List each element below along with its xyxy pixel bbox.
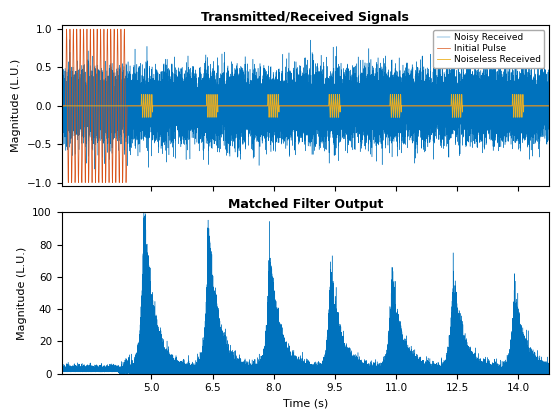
- Initial Pulse: [375, 103, 382, 108]
- Noiseless Received: [548, 103, 554, 108]
- Legend: Noisy Received, Initial Pulse, Noiseless Received: Noisy Received, Initial Pulse, Noiseless…: [433, 30, 544, 68]
- Line: Initial Pulse: Initial Pulse: [62, 29, 551, 183]
- Initial Pulse: [127, 103, 134, 108]
- Y-axis label: Magnitude (L.U.): Magnitude (L.U.): [11, 59, 21, 152]
- Title: Matched Filter Output: Matched Filter Output: [227, 198, 383, 211]
- Noiseless Received: [392, 115, 399, 120]
- Noiseless Received: [318, 103, 325, 108]
- X-axis label: Time (s): Time (s): [283, 399, 328, 409]
- Noisy Received: [91, 167, 97, 172]
- Initial Pulse: [530, 103, 536, 108]
- Initial Pulse: [58, 103, 65, 108]
- Initial Pulse: [392, 103, 399, 108]
- Initial Pulse: [64, 48, 71, 53]
- Noisy Received: [530, 90, 536, 95]
- Noisy Received: [127, 86, 134, 91]
- Noisy Received: [548, 104, 554, 109]
- Noisy Received: [58, 107, 65, 112]
- Noiseless Received: [127, 103, 134, 108]
- Noisy Received: [64, 106, 71, 111]
- Noisy Received: [66, 37, 73, 42]
- Initial Pulse: [70, 26, 77, 32]
- Line: Noisy Received: Noisy Received: [62, 39, 551, 169]
- Noisy Received: [375, 118, 382, 123]
- Noiseless Received: [375, 103, 382, 108]
- Noiseless Received: [530, 103, 536, 108]
- Noiseless Received: [64, 103, 71, 108]
- Initial Pulse: [65, 180, 72, 185]
- Noisy Received: [392, 97, 399, 102]
- Y-axis label: Magnitude (L.U.): Magnitude (L.U.): [17, 247, 27, 340]
- Title: Transmitted/Received Signals: Transmitted/Received Signals: [202, 11, 409, 24]
- Noisy Received: [318, 114, 325, 119]
- Noiseless Received: [58, 103, 65, 108]
- Noiseless Received: [139, 115, 146, 120]
- Initial Pulse: [318, 103, 325, 108]
- Initial Pulse: [548, 103, 554, 108]
- Noiseless Received: [138, 92, 145, 97]
- Line: Noiseless Received: Noiseless Received: [62, 94, 551, 117]
